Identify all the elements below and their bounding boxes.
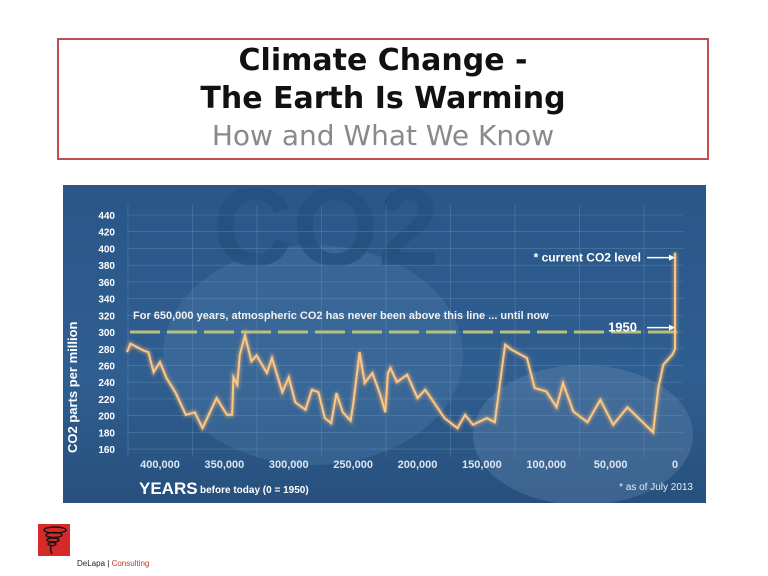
y-axis-label: CO2 parts per million bbox=[65, 321, 80, 453]
footer-division: Consulting bbox=[111, 559, 150, 568]
footnote: * as of July 2013 bbox=[619, 482, 693, 493]
annotations: * current CO2 level 1950 bbox=[534, 251, 675, 335]
y-ticks: 160 180 200 220 240 260 280 300 320 340 360 380 400 4… bbox=[98, 211, 115, 456]
footer-brand: DeLapa | Consulting bbox=[77, 559, 149, 568]
slide-title-line-1: Climate Change - bbox=[238, 43, 528, 78]
annotation-label: 1950 bbox=[608, 320, 637, 335]
co2-chart-svg: CO2 160 180 200 220 240 260 280 300 320 340 360 380… bbox=[63, 185, 706, 503]
co2-series-line bbox=[126, 252, 677, 435]
x-tick-label: 0 bbox=[672, 459, 678, 471]
x-tick-label: 250,000 bbox=[333, 459, 373, 471]
tornado-icon bbox=[38, 524, 70, 556]
x-tick-label: 200,000 bbox=[398, 459, 438, 471]
y-tick-label: 380 bbox=[98, 261, 115, 272]
title-box: Climate Change - The Earth Is Warming Ho… bbox=[57, 38, 709, 160]
footer-company: DeLapa bbox=[77, 559, 106, 568]
y-tick-label: 360 bbox=[98, 278, 115, 289]
slide-title-line-2: The Earth Is Warming bbox=[200, 81, 566, 116]
arrow-head-icon bbox=[669, 254, 675, 261]
x-axis-note: before today (0 = 1950) bbox=[200, 485, 309, 496]
iceberg-shape bbox=[163, 245, 463, 465]
x-tick-label: 300,000 bbox=[269, 459, 309, 471]
y-tick-label: 320 bbox=[98, 311, 115, 322]
iceberg-shape bbox=[473, 365, 693, 503]
co2-chart: CO2 160 180 200 220 240 260 280 300 320 340 360 380… bbox=[63, 185, 706, 503]
y-tick-label: 280 bbox=[98, 345, 115, 356]
x-tick-label: 150,000 bbox=[462, 459, 502, 471]
y-tick-label: 400 bbox=[98, 244, 115, 255]
y-tick-label: 260 bbox=[98, 361, 115, 372]
y-tick-label: 160 bbox=[98, 445, 115, 456]
x-tick-label: 50,000 bbox=[594, 459, 628, 471]
x-tick-label: 350,000 bbox=[204, 459, 244, 471]
co2-watermark: CO2 bbox=[213, 185, 439, 289]
footer-separator: | bbox=[107, 559, 110, 568]
x-tick-label: 100,000 bbox=[526, 459, 566, 471]
x-tick-label: 400,000 bbox=[140, 459, 180, 471]
y-tick-label: 440 bbox=[98, 211, 115, 222]
x-axis-label: YEARS bbox=[139, 479, 198, 498]
chart-background bbox=[63, 185, 706, 503]
y-tick-label: 180 bbox=[98, 428, 115, 439]
y-tick-label: 240 bbox=[98, 378, 115, 389]
threshold-label: For 650,000 years, atmospheric CO2 has n… bbox=[133, 310, 549, 322]
slide-subtitle: How and What We Know bbox=[211, 119, 555, 152]
y-tick-label: 300 bbox=[98, 328, 115, 339]
y-tick-label: 200 bbox=[98, 412, 115, 423]
annotation-label: * current CO2 level bbox=[534, 251, 641, 265]
y-tick-label: 220 bbox=[98, 395, 115, 406]
x-ticks: 400,000 350,000 300,000 250,000 200,000 150,0… bbox=[140, 459, 678, 471]
y-tick-label: 340 bbox=[98, 295, 115, 306]
arrow-head-icon bbox=[669, 324, 675, 331]
y-tick-label: 420 bbox=[98, 228, 115, 239]
